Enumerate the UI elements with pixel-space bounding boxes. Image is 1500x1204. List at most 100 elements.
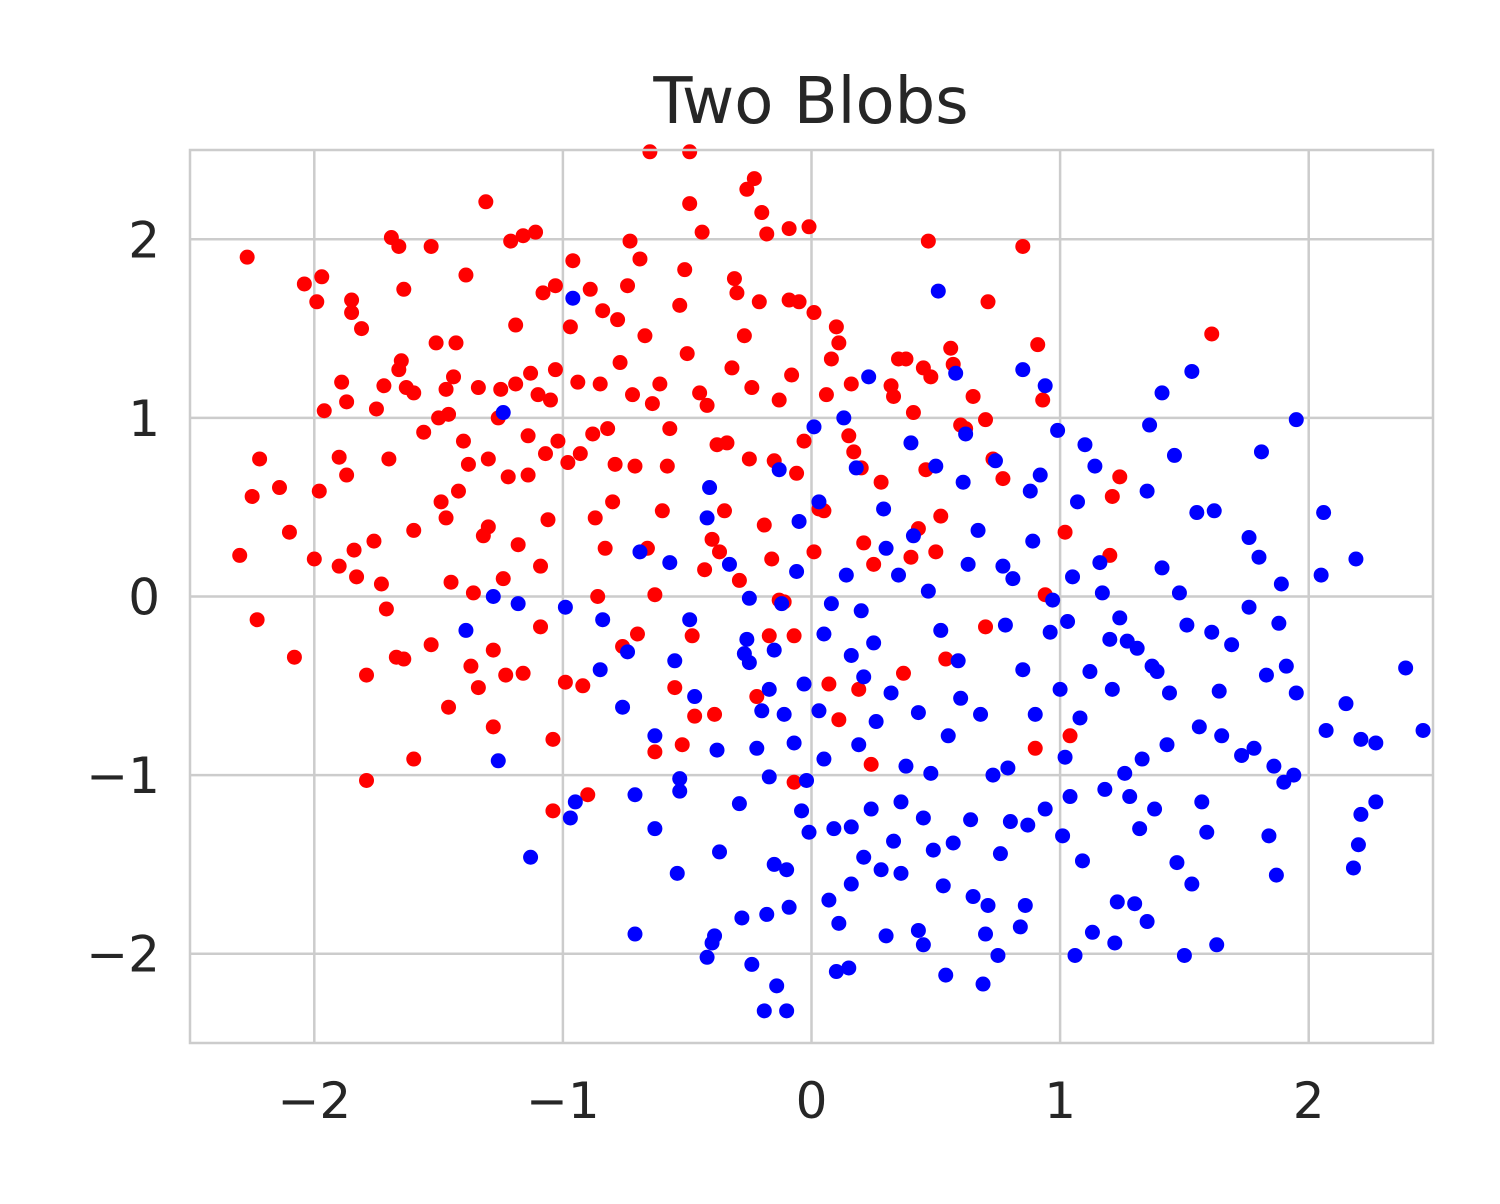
data-point	[438, 510, 454, 526]
data-point	[1184, 363, 1200, 379]
data-point	[702, 480, 718, 496]
data-point	[495, 571, 511, 587]
data-point	[1052, 681, 1068, 697]
data-point	[987, 453, 1003, 469]
data-point	[781, 899, 797, 915]
data-point	[629, 626, 645, 642]
data-point	[1224, 637, 1240, 653]
data-point	[1234, 747, 1250, 763]
data-point	[520, 467, 536, 483]
data-point	[592, 662, 608, 678]
data-point	[958, 426, 974, 442]
data-point	[893, 794, 909, 810]
data-point	[674, 737, 690, 753]
data-point	[821, 892, 837, 908]
data-point	[510, 596, 526, 612]
x-tick-label: 0	[796, 1072, 828, 1130]
data-point	[441, 406, 457, 422]
y-tick-label: −2	[86, 926, 160, 984]
data-point	[985, 767, 1001, 783]
data-point	[637, 328, 653, 344]
data-point	[570, 374, 586, 390]
data-point	[1161, 685, 1177, 701]
data-point	[861, 369, 877, 385]
data-point	[349, 569, 365, 585]
data-point	[470, 380, 486, 396]
data-point	[446, 369, 462, 385]
data-point	[806, 544, 822, 560]
data-point	[1154, 560, 1170, 576]
data-point	[799, 772, 815, 788]
data-point	[841, 428, 857, 444]
data-point	[1070, 494, 1086, 510]
data-point	[726, 271, 742, 287]
data-point	[368, 401, 384, 417]
data-point	[938, 967, 954, 983]
data-point	[731, 572, 747, 588]
data-point	[1087, 458, 1103, 474]
data-point	[980, 897, 996, 913]
data-point	[423, 637, 439, 653]
data-point	[801, 824, 817, 840]
data-point	[1027, 740, 1043, 756]
data-point	[749, 689, 765, 705]
data-point	[1348, 551, 1364, 567]
data-point	[373, 576, 389, 592]
data-point	[826, 821, 842, 837]
data-point	[647, 744, 663, 760]
data-point	[905, 405, 921, 421]
data-point	[1042, 624, 1058, 640]
data-point	[856, 849, 872, 865]
data-point	[1037, 801, 1053, 817]
data-point	[309, 294, 325, 310]
data-point	[746, 171, 762, 187]
data-point	[620, 278, 636, 294]
data-point	[672, 771, 688, 787]
data-point	[495, 405, 511, 421]
x-tick-label: 1	[1044, 1072, 1076, 1130]
data-point	[244, 488, 260, 504]
data-point	[816, 626, 832, 642]
data-point	[1094, 585, 1110, 601]
data-point	[821, 676, 837, 692]
data-point	[980, 294, 996, 310]
data-point	[749, 740, 765, 756]
data-point	[1139, 483, 1155, 499]
data-point	[1271, 615, 1287, 631]
data-point	[1179, 617, 1195, 633]
data-point	[585, 426, 601, 442]
data-point	[811, 703, 827, 719]
data-point	[515, 665, 531, 681]
data-point	[1082, 664, 1098, 680]
data-point	[537, 446, 553, 462]
data-point	[741, 590, 757, 606]
data-point	[672, 297, 688, 313]
data-point	[530, 387, 546, 403]
data-point	[346, 542, 362, 558]
y-tick-label: 0	[128, 569, 160, 627]
data-point	[1166, 447, 1182, 463]
data-point	[684, 628, 700, 644]
data-point	[963, 812, 979, 828]
data-point	[391, 238, 407, 254]
data-point	[620, 644, 636, 660]
data-point	[1057, 524, 1073, 540]
data-point	[567, 794, 583, 810]
data-point	[334, 374, 350, 390]
data-point	[739, 181, 755, 197]
data-point	[450, 483, 466, 499]
data-point	[1211, 683, 1227, 699]
data-point	[667, 680, 683, 696]
data-point	[572, 446, 588, 462]
data-point	[1154, 385, 1170, 401]
series-1	[458, 283, 1431, 1019]
data-point	[592, 376, 608, 392]
data-point	[311, 483, 327, 499]
data-point	[724, 360, 740, 376]
data-point	[562, 810, 578, 826]
data-point	[669, 865, 685, 881]
data-point	[331, 449, 347, 465]
x-axis: −2 −1 0 1 2	[277, 1072, 1324, 1130]
data-point	[647, 821, 663, 837]
data-point	[992, 846, 1008, 862]
